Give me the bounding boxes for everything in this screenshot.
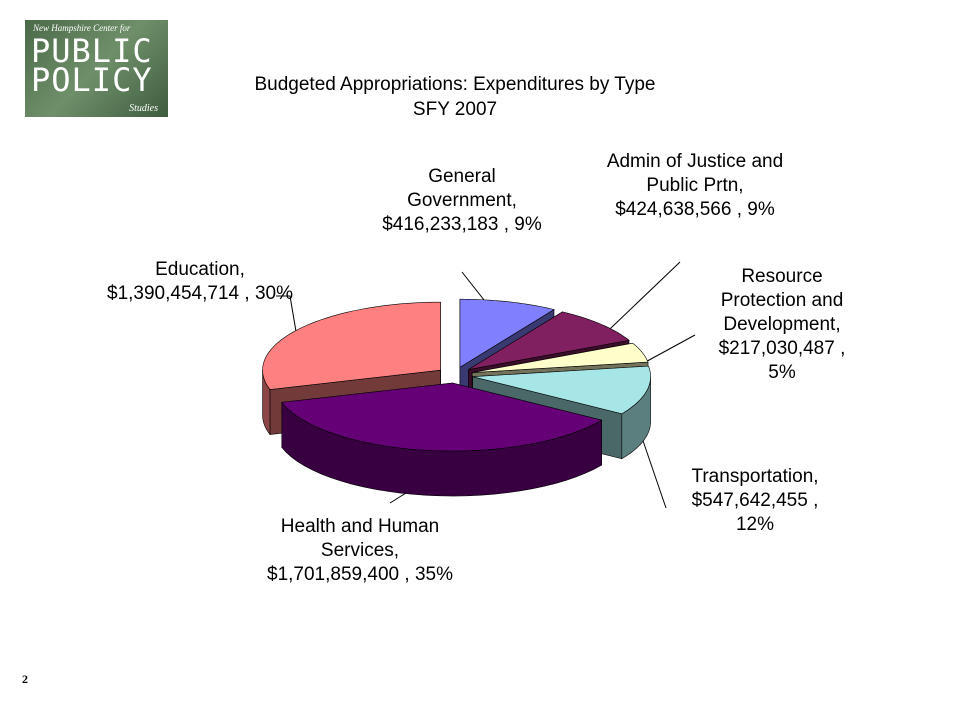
value-label: $424,638,566 bbox=[615, 199, 742, 220]
data-label: General Government $416,233,183 9% bbox=[377, 165, 547, 237]
data-label: Resource Protection and Development $217… bbox=[707, 265, 857, 385]
value-label: $1,701,859,400 bbox=[267, 564, 410, 585]
leader-line bbox=[639, 334, 696, 366]
percent-label: 9% bbox=[514, 214, 542, 235]
slice bbox=[472, 365, 651, 415]
percent-label: 35% bbox=[414, 564, 453, 585]
category-label: Transportation bbox=[691, 466, 818, 487]
category-label: Health and Human Services bbox=[281, 516, 439, 561]
percent-label: 30% bbox=[254, 283, 293, 304]
data-label: Transportation $547,642,455 12% bbox=[670, 465, 840, 537]
logo-top: New Hampshire Center for bbox=[33, 23, 131, 33]
logo-line1: PUBLIC bbox=[31, 32, 153, 70]
leader-line bbox=[639, 431, 667, 509]
value-label: $1,390,454,714 bbox=[107, 283, 250, 304]
logo: New Hampshire Center for PUBLIC POLICY S… bbox=[25, 20, 168, 117]
slice-tops bbox=[262, 298, 651, 452]
slice bbox=[468, 311, 630, 370]
percent-label: 9% bbox=[747, 199, 775, 220]
percent-label: 5% bbox=[768, 362, 796, 383]
slice bbox=[281, 382, 603, 452]
category-label: Resource Protection and Development bbox=[721, 266, 844, 335]
category-label: Education bbox=[155, 259, 245, 280]
chart-subtitle: SFY 2007 bbox=[412, 99, 498, 120]
data-label: Admin of Justice and Public Prtn $424,63… bbox=[595, 150, 795, 222]
data-label: Education $1,390,454,714 30% bbox=[105, 258, 295, 306]
value-label: $416,233,183 bbox=[382, 214, 509, 235]
slice bbox=[459, 298, 555, 368]
category-label: General Government bbox=[407, 166, 517, 211]
value-label: $547,642,455 bbox=[692, 490, 819, 511]
chart-title: Budgeted Appropriations: Expenditures by… bbox=[254, 74, 656, 95]
value-label: $217,030,487 bbox=[719, 338, 846, 359]
logo-bottom: Studies bbox=[129, 103, 158, 114]
slice bbox=[262, 301, 441, 390]
slice bbox=[472, 342, 649, 373]
logo-line2: POLICY bbox=[31, 61, 153, 99]
page-number: 2 bbox=[22, 672, 28, 686]
category-label: Admin of Justice and Public Prtn bbox=[607, 151, 783, 196]
data-label: Health and Human Services $1,701,859,400… bbox=[260, 515, 460, 587]
percent-label: 12% bbox=[735, 514, 775, 535]
